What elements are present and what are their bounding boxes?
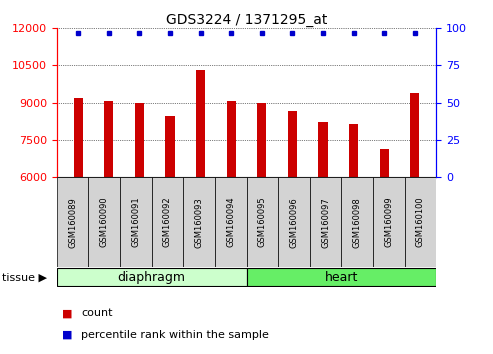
Text: GSM160089: GSM160089	[68, 197, 77, 247]
Bar	[318, 122, 328, 177]
Text: percentile rank within the sample: percentile rank within the sample	[81, 330, 269, 339]
Bar	[57, 177, 88, 267]
Text: tissue ▶: tissue ▶	[2, 273, 47, 283]
Bar	[288, 112, 297, 177]
Bar	[349, 124, 358, 177]
Bar	[341, 177, 373, 267]
Title: GDS3224 / 1371295_at: GDS3224 / 1371295_at	[166, 13, 327, 27]
Text: GSM160100: GSM160100	[416, 197, 425, 247]
Text: GSM160090: GSM160090	[100, 197, 108, 247]
Bar	[405, 177, 436, 267]
Text: diaphragm: diaphragm	[118, 270, 185, 284]
Text: GSM160092: GSM160092	[163, 197, 172, 247]
Bar	[310, 177, 341, 267]
Text: GSM160093: GSM160093	[195, 197, 204, 247]
Text: ■: ■	[62, 308, 72, 318]
Bar	[104, 102, 113, 177]
Bar	[183, 177, 215, 267]
Bar	[215, 177, 246, 267]
Bar	[246, 177, 278, 267]
Bar	[120, 177, 152, 267]
Text: GSM160099: GSM160099	[385, 197, 393, 247]
Bar	[73, 98, 83, 177]
Bar	[227, 102, 236, 177]
Text: GSM160091: GSM160091	[131, 197, 141, 247]
Bar	[135, 103, 144, 177]
Text: GSM160095: GSM160095	[258, 197, 267, 247]
Bar	[165, 116, 175, 177]
Text: GSM160098: GSM160098	[352, 197, 362, 247]
Bar	[57, 268, 246, 286]
Text: ■: ■	[62, 330, 72, 339]
Text: heart: heart	[325, 270, 358, 284]
Bar	[246, 268, 436, 286]
Text: GSM160094: GSM160094	[226, 197, 235, 247]
Bar	[152, 177, 183, 267]
Bar	[278, 177, 310, 267]
Bar	[410, 93, 420, 177]
Bar	[88, 177, 120, 267]
Text: GSM160096: GSM160096	[289, 197, 298, 247]
Text: count: count	[81, 308, 113, 318]
Bar	[373, 177, 405, 267]
Bar	[196, 70, 205, 177]
Text: GSM160097: GSM160097	[321, 197, 330, 247]
Bar	[257, 103, 266, 177]
Bar	[380, 149, 389, 177]
